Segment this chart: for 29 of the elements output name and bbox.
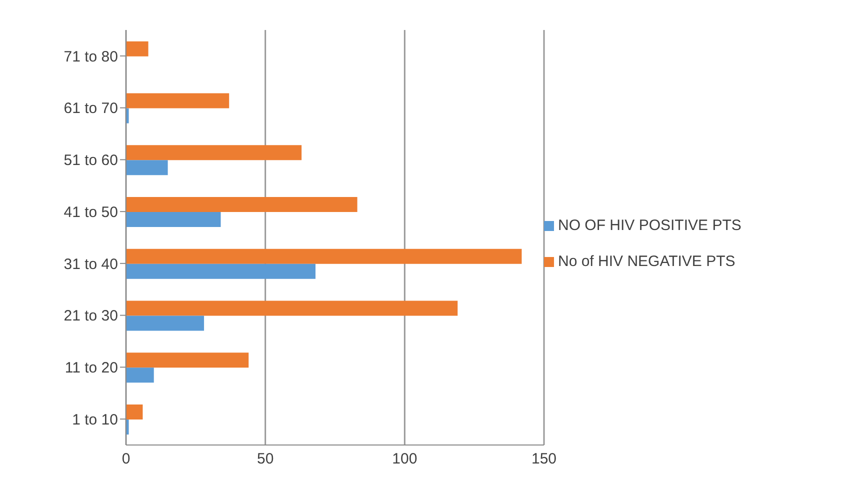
y-tick-label: 21 to 30 (64, 308, 118, 325)
bar (126, 160, 168, 176)
bar (126, 404, 143, 420)
y-tick-label: 71 to 80 (64, 48, 118, 66)
x-tick-label: 150 (531, 450, 557, 468)
y-tick-label: 1 to 10 (72, 411, 118, 428)
x-tick-label: 100 (392, 450, 418, 468)
y-tick-label: 61 to 70 (64, 100, 118, 118)
bar (126, 108, 129, 124)
bar (126, 212, 221, 228)
bar (126, 420, 129, 435)
x-tick-label: 0 (122, 450, 130, 468)
bar (126, 145, 302, 160)
bar (126, 197, 358, 212)
bar (126, 368, 154, 383)
x-tick-label: 50 (256, 450, 274, 468)
y-tick-label: 41 to 50 (64, 204, 118, 221)
bar (126, 248, 522, 264)
legend-label: NO OF HIV POSITIVE PTS (558, 217, 742, 234)
bar (126, 316, 204, 331)
bar (126, 352, 249, 368)
y-tick-label: 31 to 40 (64, 256, 118, 273)
y-tick-label: 51 to 60 (64, 152, 118, 170)
legend-label: No of HIV NEGATIVE PTS (558, 253, 736, 270)
y-tick-label: 11 to 20 (64, 360, 118, 377)
bar (126, 264, 316, 279)
bar (126, 300, 458, 316)
bar (126, 93, 230, 108)
bar (126, 41, 148, 56)
